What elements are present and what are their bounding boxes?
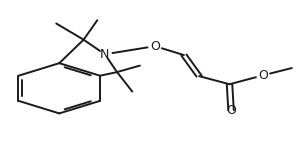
Text: O: O [150,40,160,53]
Text: O: O [258,69,268,82]
Text: N: N [100,48,109,61]
Text: O: O [226,104,236,117]
